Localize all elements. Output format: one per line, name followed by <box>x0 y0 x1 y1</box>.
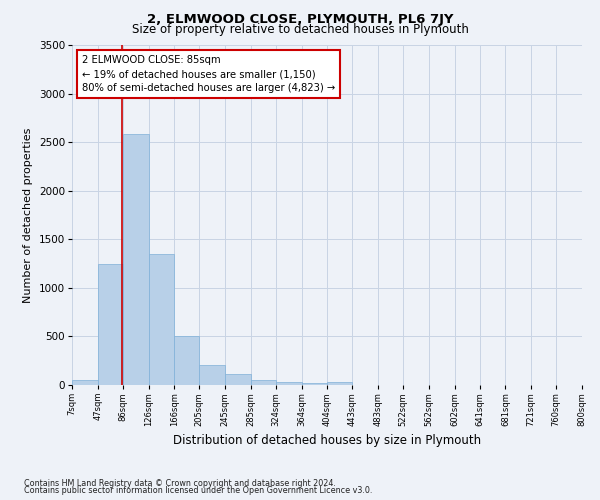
Text: Size of property relative to detached houses in Plymouth: Size of property relative to detached ho… <box>131 22 469 36</box>
Bar <box>251 380 276 385</box>
Bar <box>174 336 199 385</box>
Bar <box>328 382 352 385</box>
Text: 2, ELMWOOD CLOSE, PLYMOUTH, PL6 7JY: 2, ELMWOOD CLOSE, PLYMOUTH, PL6 7JY <box>147 12 453 26</box>
Bar <box>225 374 251 385</box>
Text: Contains public sector information licensed under the Open Government Licence v3: Contains public sector information licen… <box>24 486 373 495</box>
Text: 2 ELMWOOD CLOSE: 85sqm
← 19% of detached houses are smaller (1,150)
80% of semi-: 2 ELMWOOD CLOSE: 85sqm ← 19% of detached… <box>82 55 335 93</box>
Bar <box>302 382 328 385</box>
X-axis label: Distribution of detached houses by size in Plymouth: Distribution of detached houses by size … <box>173 434 481 447</box>
Y-axis label: Number of detached properties: Number of detached properties <box>23 128 33 302</box>
Bar <box>199 364 225 385</box>
Text: Contains HM Land Registry data © Crown copyright and database right 2024.: Contains HM Land Registry data © Crown c… <box>24 478 336 488</box>
Bar <box>276 382 302 385</box>
Bar <box>149 254 174 385</box>
Bar <box>72 380 98 385</box>
Bar <box>123 134 149 385</box>
Bar <box>98 264 123 385</box>
